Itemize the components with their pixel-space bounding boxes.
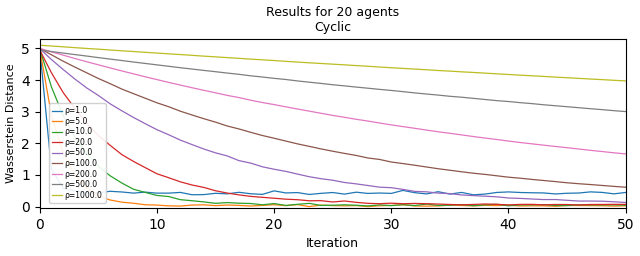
- ρ=50.0: [458, 194, 465, 197]
- ρ=20.0: [622, 203, 630, 206]
- ρ=50.0: [223, 154, 231, 157]
- ρ=100.0: [422, 165, 430, 168]
- ρ=50.0: [164, 133, 172, 136]
- ρ=1.0: [164, 191, 172, 195]
- ρ=5.0: [610, 205, 618, 208]
- Line: ρ=50.0: ρ=50.0: [40, 49, 626, 202]
- ρ=50.0: [622, 201, 630, 204]
- ρ=100.0: [610, 185, 618, 188]
- Legend: ρ=1.0, ρ=5.0, ρ=10.0, ρ=20.0, ρ=50.0, ρ=100.0, ρ=200.0, ρ=500.0, ρ=1000.0: ρ=1.0, ρ=5.0, ρ=10.0, ρ=20.0, ρ=50.0, ρ=…: [49, 103, 106, 203]
- ρ=200.0: [622, 152, 630, 155]
- ρ=20.0: [212, 189, 220, 192]
- ρ=500.0: [223, 71, 231, 74]
- ρ=100.0: [164, 105, 172, 108]
- ρ=1.0: [422, 192, 430, 195]
- ρ=500.0: [422, 92, 430, 95]
- ρ=500.0: [164, 65, 172, 68]
- Line: ρ=200.0: ρ=200.0: [40, 48, 626, 154]
- ρ=5.0: [435, 204, 442, 207]
- ρ=200.0: [422, 129, 430, 132]
- ρ=1.0: [36, 47, 44, 50]
- ρ=1.0: [212, 192, 220, 195]
- ρ=100.0: [212, 121, 220, 124]
- ρ=200.0: [223, 94, 231, 97]
- ρ=500.0: [212, 70, 220, 73]
- Line: ρ=1000.0: ρ=1000.0: [40, 45, 626, 81]
- ρ=200.0: [212, 91, 220, 94]
- Y-axis label: Wasserstein Distance: Wasserstein Distance: [6, 64, 15, 183]
- ρ=5.0: [622, 204, 630, 207]
- ρ=1000.0: [223, 56, 231, 59]
- ρ=20.0: [575, 203, 582, 206]
- ρ=1000.0: [610, 79, 618, 82]
- ρ=10.0: [622, 204, 630, 207]
- ρ=10.0: [212, 202, 220, 205]
- ρ=200.0: [610, 151, 618, 154]
- ρ=100.0: [223, 124, 231, 127]
- ρ=5.0: [164, 204, 172, 207]
- ρ=10.0: [164, 195, 172, 198]
- ρ=20.0: [36, 48, 44, 51]
- ρ=1.0: [470, 193, 477, 196]
- ρ=200.0: [458, 133, 465, 136]
- ρ=10.0: [364, 204, 372, 207]
- ρ=10.0: [435, 204, 442, 207]
- ρ=5.0: [36, 47, 44, 50]
- ρ=200.0: [164, 81, 172, 84]
- ρ=10.0: [36, 47, 44, 50]
- Title: Results for 20 agents
Cyclic: Results for 20 agents Cyclic: [266, 6, 399, 34]
- ρ=100.0: [36, 47, 44, 50]
- Line: ρ=100.0: ρ=100.0: [40, 48, 626, 187]
- ρ=20.0: [422, 202, 430, 205]
- Line: ρ=5.0: ρ=5.0: [40, 48, 626, 207]
- ρ=1.0: [223, 192, 231, 195]
- ρ=5.0: [223, 204, 231, 207]
- ρ=20.0: [164, 176, 172, 179]
- ρ=100.0: [458, 170, 465, 173]
- ρ=200.0: [36, 47, 44, 50]
- ρ=20.0: [458, 203, 465, 206]
- Line: ρ=500.0: ρ=500.0: [40, 50, 626, 112]
- ρ=50.0: [212, 151, 220, 154]
- ρ=500.0: [610, 109, 618, 112]
- X-axis label: Iteration: Iteration: [306, 238, 359, 250]
- ρ=10.0: [470, 204, 477, 207]
- ρ=500.0: [622, 110, 630, 113]
- ρ=1000.0: [622, 79, 630, 82]
- Line: ρ=1.0: ρ=1.0: [40, 48, 626, 195]
- ρ=20.0: [223, 191, 231, 195]
- ρ=5.0: [212, 204, 220, 207]
- Line: ρ=20.0: ρ=20.0: [40, 50, 626, 205]
- ρ=1.0: [622, 191, 630, 194]
- ρ=5.0: [470, 204, 477, 207]
- ρ=20.0: [610, 203, 618, 206]
- ρ=50.0: [422, 190, 430, 193]
- ρ=50.0: [610, 200, 618, 203]
- ρ=500.0: [458, 96, 465, 99]
- ρ=1000.0: [164, 52, 172, 55]
- ρ=1000.0: [36, 44, 44, 47]
- ρ=10.0: [223, 201, 231, 204]
- ρ=1000.0: [458, 70, 465, 73]
- Line: ρ=10.0: ρ=10.0: [40, 48, 626, 206]
- ρ=1.0: [458, 191, 465, 194]
- ρ=5.0: [305, 205, 313, 208]
- ρ=100.0: [622, 186, 630, 189]
- ρ=10.0: [610, 203, 618, 206]
- ρ=500.0: [36, 48, 44, 51]
- ρ=1.0: [610, 192, 618, 195]
- ρ=1000.0: [212, 55, 220, 58]
- ρ=50.0: [36, 47, 44, 50]
- ρ=1000.0: [422, 68, 430, 71]
